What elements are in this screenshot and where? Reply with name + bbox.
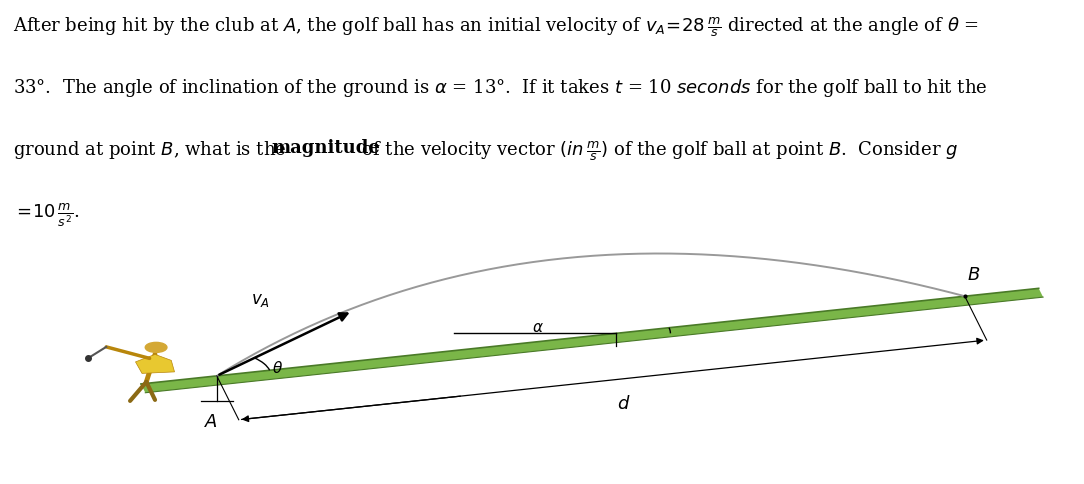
Text: 33°.  The angle of inclination of the ground is $\alpha$ = 13°.  If it takes $t$: 33°. The angle of inclination of the gro…	[13, 77, 988, 99]
Text: $A$: $A$	[205, 413, 218, 431]
Text: ground at point $B$, what is the: ground at point $B$, what is the	[13, 139, 287, 161]
Text: magnitude: magnitude	[271, 139, 379, 157]
Polygon shape	[136, 354, 175, 373]
Text: $B$: $B$	[967, 266, 980, 284]
Text: of the velocity vector $(in\,\frac{m}{s})$ of the golf ball at point $B$.  Consi: of the velocity vector $(in\,\frac{m}{s}…	[356, 139, 957, 163]
Circle shape	[145, 342, 167, 352]
Text: After being hit by the club at $A$, the golf ball has an initial velocity of $v_: After being hit by the club at $A$, the …	[13, 15, 979, 39]
Text: $d$: $d$	[617, 395, 630, 413]
Text: $v_A$: $v_A$	[250, 290, 270, 309]
Text: $=\!10\,\frac{m}{s^2}$.: $=\!10\,\frac{m}{s^2}$.	[13, 201, 79, 229]
Polygon shape	[141, 288, 1043, 393]
Text: $\theta$: $\theta$	[272, 360, 283, 376]
Text: $\alpha$: $\alpha$	[532, 320, 544, 335]
